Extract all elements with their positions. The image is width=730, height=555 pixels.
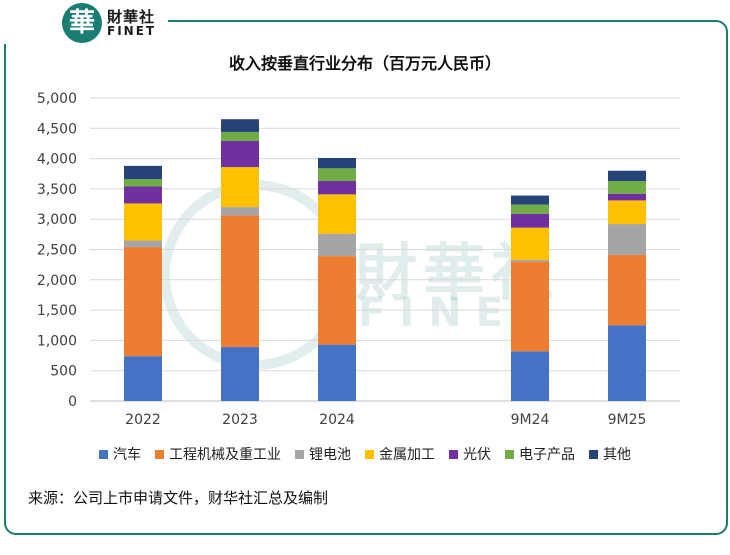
bar-segment (608, 170, 646, 182)
bar-segment (124, 165, 162, 180)
bar-segment (124, 186, 162, 204)
legend-item: 其他 (589, 444, 631, 464)
x-tick-label: 9M24 (511, 412, 550, 428)
logo-backdrop-right (100, 0, 168, 44)
brand-name-cn: 財華社 (107, 8, 156, 26)
legend-item: 锂电池 (295, 444, 351, 464)
stacked-bar-chart: 0 500 1,000 1,500 2,000 2,500 3,000 3,500 4,000 4… (37, 91, 680, 428)
x-tick-label: 2022 (125, 412, 161, 428)
legend-swatch (99, 449, 108, 459)
bar-segment (511, 351, 549, 401)
legend-swatch (365, 449, 374, 459)
y-tick-label: 0 (68, 394, 77, 410)
y-tick-label: 5,000 (37, 91, 77, 107)
bar-segment (221, 167, 259, 208)
bar-segment (608, 193, 646, 201)
bar-segment (511, 259, 549, 262)
bar-segment (318, 194, 356, 234)
bar-segment (124, 356, 162, 401)
x-tick-label: 2024 (319, 412, 355, 428)
chart-title: 收入按垂直行业分布（百万元人民币） (228, 54, 501, 73)
legend-item: 电子产品 (505, 444, 575, 464)
bar-segment (221, 119, 259, 132)
y-tick-label: 3,500 (37, 182, 77, 198)
legend-swatch (155, 449, 164, 459)
bar-segment (318, 344, 356, 401)
bar-segment (511, 204, 549, 214)
bar-segment (511, 227, 549, 260)
bar-segment (318, 157, 356, 169)
legend-swatch (589, 449, 598, 459)
y-tick-label: 2,000 (37, 273, 77, 289)
legend-label: 工程机械及重工业 (169, 447, 281, 463)
bar-segment (511, 261, 549, 352)
legend-label: 锂电池 (309, 447, 351, 463)
bar-segment (124, 203, 162, 241)
bar-segment (511, 213, 549, 228)
legend-item: 金属加工 (365, 444, 435, 464)
legend-label: 电子产品 (519, 447, 575, 463)
bar-segment (221, 207, 259, 216)
y-tick-label: 4,500 (37, 121, 77, 137)
legend-label: 汽车 (113, 447, 141, 463)
bar-segment (221, 347, 259, 401)
y-tick-label: 1,500 (37, 303, 77, 319)
legend-label: 光伏 (463, 447, 491, 463)
legend-item: 汽车 (99, 444, 141, 464)
bar-segment (511, 195, 549, 205)
bar-segment (124, 179, 162, 187)
logo-backdrop-left (0, 0, 62, 44)
bar-segment (221, 131, 259, 142)
bar-segment (318, 181, 356, 195)
y-tick-label: 500 (50, 364, 77, 380)
logo-char: 華 (68, 8, 95, 38)
y-tick-label: 3,000 (37, 212, 77, 228)
bar-segment (221, 141, 259, 168)
legend-item: 光伏 (449, 444, 491, 464)
legend-swatch (295, 449, 304, 459)
bar-segment (608, 254, 646, 326)
legend-swatch (505, 449, 514, 459)
bar-segment (608, 200, 646, 225)
bar-segment (608, 224, 646, 255)
bar-segment (124, 240, 162, 248)
bar-segment (318, 256, 356, 345)
bar-segment (318, 168, 356, 182)
source-note: 来源：公司上市申请文件，财华社汇总及编制 (28, 489, 329, 507)
bar-segment (608, 181, 646, 194)
y-tick-label: 4,000 (37, 152, 77, 168)
bar-segment (318, 233, 356, 257)
legend-swatch (449, 449, 458, 459)
y-tick-label: 1,000 (37, 333, 77, 349)
y-tick-label: 2,500 (37, 243, 77, 259)
bar-segment (221, 215, 259, 348)
x-tick-label: 2023 (222, 412, 258, 428)
legend-label: 金属加工 (379, 447, 435, 463)
chart-legend: 汽车 工程机械及重工业 锂电池 金属加工 光伏 电子产品 其他 (0, 444, 730, 464)
brand-name-en: FINET (107, 24, 157, 38)
bar-segment (124, 247, 162, 357)
x-tick-label: 9M25 (608, 412, 647, 428)
legend-item: 工程机械及重工业 (155, 444, 281, 464)
finet-logo-icon: 華 (62, 3, 102, 43)
bar-segment (608, 325, 646, 401)
legend-label: 其他 (603, 447, 631, 463)
